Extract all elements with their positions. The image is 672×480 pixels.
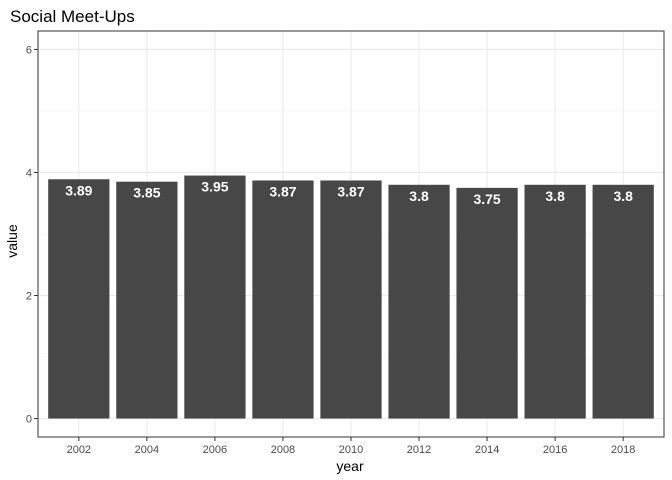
data-label-2008: 3.87 — [269, 183, 296, 199]
bar-2002 — [48, 179, 110, 419]
data-label-2012: 3.8 — [409, 188, 429, 204]
bar-2014 — [456, 187, 518, 419]
chart-title: Social Meet-Ups — [10, 7, 135, 26]
data-labels: 3.89 3.85 3.95 3.87 3.87 3.8 3.75 3.8 3.8 — [65, 179, 633, 207]
bar-2006 — [184, 175, 246, 419]
y-tick-label: 4 — [26, 167, 32, 179]
x-tick-label: 2018 — [611, 444, 635, 456]
y-axis: 0 2 4 6 — [26, 44, 38, 426]
x-tick-label: 2002 — [67, 444, 91, 456]
data-label-2006: 3.95 — [201, 179, 228, 195]
bar-2010 — [320, 180, 382, 419]
x-axis: 2002 2004 2006 2008 2010 2012 2014 2016 2018 — [67, 437, 635, 456]
bar-2012 — [388, 184, 450, 419]
x-tick-label: 2004 — [135, 444, 159, 456]
bar-2018 — [592, 184, 654, 419]
x-tick-label: 2012 — [407, 444, 431, 456]
x-tick-label: 2016 — [543, 444, 567, 456]
data-label-2010: 3.87 — [337, 183, 364, 199]
y-tick-label: 0 — [26, 414, 32, 426]
x-tick-label: 2008 — [271, 444, 295, 456]
y-tick-label: 6 — [26, 44, 32, 56]
x-tick-label: 2010 — [339, 444, 363, 456]
data-label-2018: 3.8 — [613, 188, 633, 204]
y-axis-title: value — [4, 224, 20, 258]
y-tick-label: 2 — [26, 291, 32, 303]
bar-2016 — [524, 184, 586, 419]
x-axis-title: year — [336, 458, 364, 474]
bar-2004 — [116, 181, 178, 419]
data-label-2002: 3.89 — [65, 182, 92, 198]
data-label-2016: 3.8 — [545, 188, 565, 204]
x-tick-label: 2014 — [475, 444, 499, 456]
bar-2008 — [252, 180, 314, 419]
data-label-2014: 3.75 — [473, 191, 500, 207]
bars — [48, 175, 654, 419]
x-tick-label: 2006 — [203, 444, 227, 456]
data-label-2004: 3.85 — [133, 185, 160, 201]
